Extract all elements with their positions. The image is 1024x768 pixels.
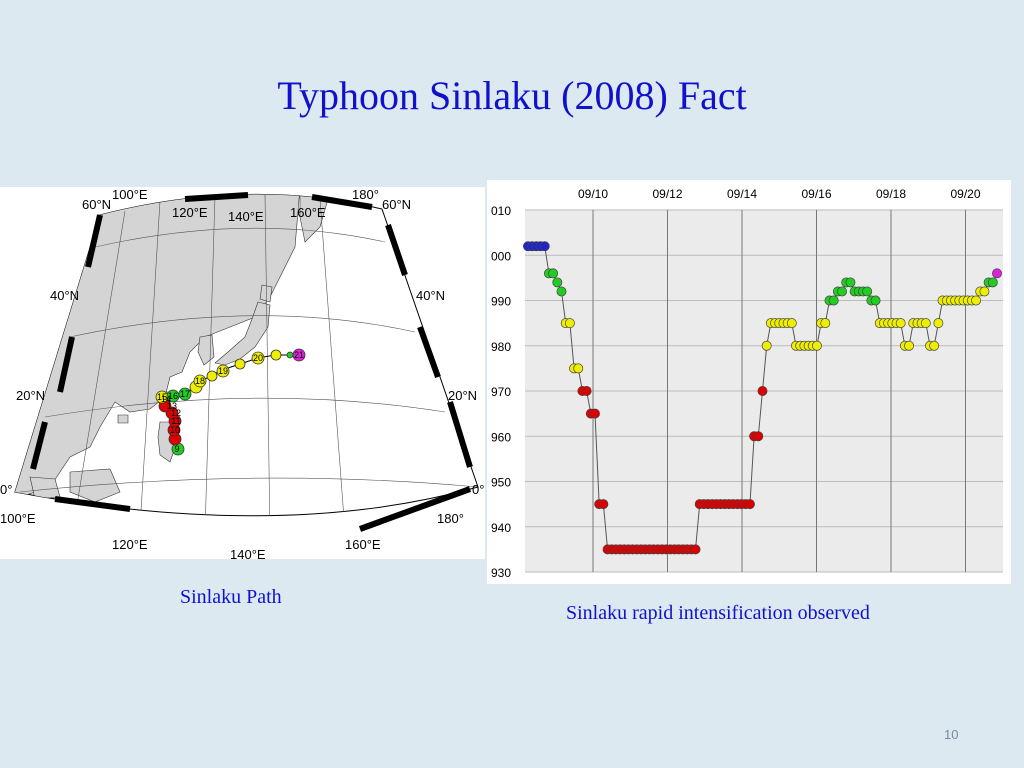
pressure-point — [987, 277, 998, 288]
track-day-label: 11 — [171, 416, 180, 426]
pressure-point — [744, 499, 755, 510]
pressure-chart-panel: 010 000 990 980 970 960 950 940 930 09/10 09/12 09… — [487, 180, 1011, 584]
typhoon-track-map: 100°E 120°E 140°E 160°E 180° 60°N 40°N 2… — [0, 187, 485, 562]
map-graticule — [19, 194, 478, 516]
track-day-label: 9 — [174, 444, 179, 454]
track-day-label: 14 — [161, 394, 171, 404]
page-number: 10 — [944, 727, 959, 742]
map-bottom-label: 140°E — [230, 547, 266, 559]
pressure-point — [920, 318, 931, 329]
x-tick-label: 09/20 — [950, 187, 980, 201]
map-top-label: 100°E — [112, 187, 148, 202]
map-bottom-label: 100°E — [0, 511, 36, 526]
pressure-point — [837, 286, 848, 297]
map-right-label: 40°N — [416, 288, 445, 303]
x-tick-label: 09/12 — [652, 187, 682, 201]
pressure-point — [690, 544, 701, 555]
y-tick-label: 930 — [491, 566, 511, 580]
pressure-point — [929, 340, 940, 351]
track-day-label: 21 — [294, 350, 304, 360]
pressure-point — [598, 499, 609, 510]
pressure-point — [581, 386, 592, 396]
track-day-label: 16 — [168, 391, 178, 401]
y-tick-label: 960 — [491, 430, 511, 444]
y-tick-label: 000 — [491, 249, 511, 263]
y-tick-label: 990 — [491, 295, 511, 309]
pressure-point — [552, 277, 563, 288]
pressure-point — [904, 340, 915, 351]
pressure-point — [539, 241, 550, 252]
pressure-point — [757, 386, 768, 396]
pressure-point — [786, 318, 797, 329]
y-tick-label: 970 — [491, 385, 511, 399]
typhoon-track-points — [155, 348, 306, 456]
chart-caption: Sinlaku rapid intensification observed — [566, 602, 870, 624]
pressure-point — [564, 318, 575, 329]
map-right-label: 60°N — [382, 197, 411, 212]
map-bottom-label: 160°E — [345, 537, 381, 552]
y-tick-label: 940 — [491, 521, 511, 535]
track-day-label: 18 — [195, 376, 205, 386]
map-left-label: 40°N — [50, 288, 79, 303]
y-tick-label: 950 — [491, 476, 511, 490]
pressure-point — [820, 318, 831, 329]
map-frame-ticks — [30, 192, 473, 532]
pressure-point — [845, 277, 856, 288]
slide-title: Typhoon Sinlaku (2008) Fact — [277, 73, 747, 118]
map-right-label: 0° — [472, 482, 484, 497]
pressure-point — [971, 295, 982, 306]
pressure-point — [573, 363, 584, 374]
track-day-label: 15 — [157, 392, 167, 402]
x-tick-label: 09/10 — [578, 187, 608, 201]
pressure-point — [979, 286, 990, 297]
pressure-chart: 010 000 990 980 970 960 950 940 930 09/10 09/12 09… — [491, 187, 1003, 580]
pressure-point — [753, 431, 764, 442]
track-day-label: 20 — [253, 353, 263, 363]
pressure-point — [556, 286, 567, 297]
map-top-label: 120°E — [172, 205, 208, 220]
track-day-label: 17 — [180, 389, 190, 399]
map-top-label: 180° — [352, 187, 379, 202]
map-top-label: 140°E — [228, 209, 264, 224]
y-tick-label: 980 — [491, 340, 511, 354]
map-top-label: 160°E — [290, 205, 326, 220]
track-day-label: 19 — [218, 366, 228, 376]
pressure-point — [828, 295, 839, 306]
map-bottom-label: 120°E — [112, 537, 148, 552]
y-tick-label: 010 — [491, 204, 511, 218]
map-left-label: 0° — [0, 482, 12, 497]
map-svg: 100°E 120°E 140°E 160°E 180° 60°N 40°N 2… — [0, 187, 484, 562]
track-day-label: 10 — [170, 425, 180, 435]
x-tick-label: 09/14 — [727, 187, 757, 201]
map-caption: Sinlaku Path — [180, 586, 282, 608]
pressure-point — [811, 340, 822, 351]
x-tick-label: 09/18 — [876, 187, 906, 201]
pressure-point — [870, 295, 881, 306]
map-bottom-label: 180° — [437, 511, 464, 526]
pressure-point — [862, 286, 873, 297]
map-left-label: 60°N — [82, 197, 111, 212]
map-right-label: 20°N — [448, 388, 477, 403]
track-day-label: 12 — [171, 408, 181, 418]
pressure-point — [548, 268, 559, 279]
map-left-label: 20°N — [16, 388, 45, 403]
track-day-label: 13 — [167, 401, 177, 411]
pressure-point — [761, 340, 772, 351]
pressure-point — [895, 318, 906, 329]
pressure-point — [933, 318, 944, 329]
pressure-point — [992, 268, 1002, 279]
x-tick-label: 09/16 — [801, 187, 831, 201]
pressure-point — [590, 408, 600, 419]
